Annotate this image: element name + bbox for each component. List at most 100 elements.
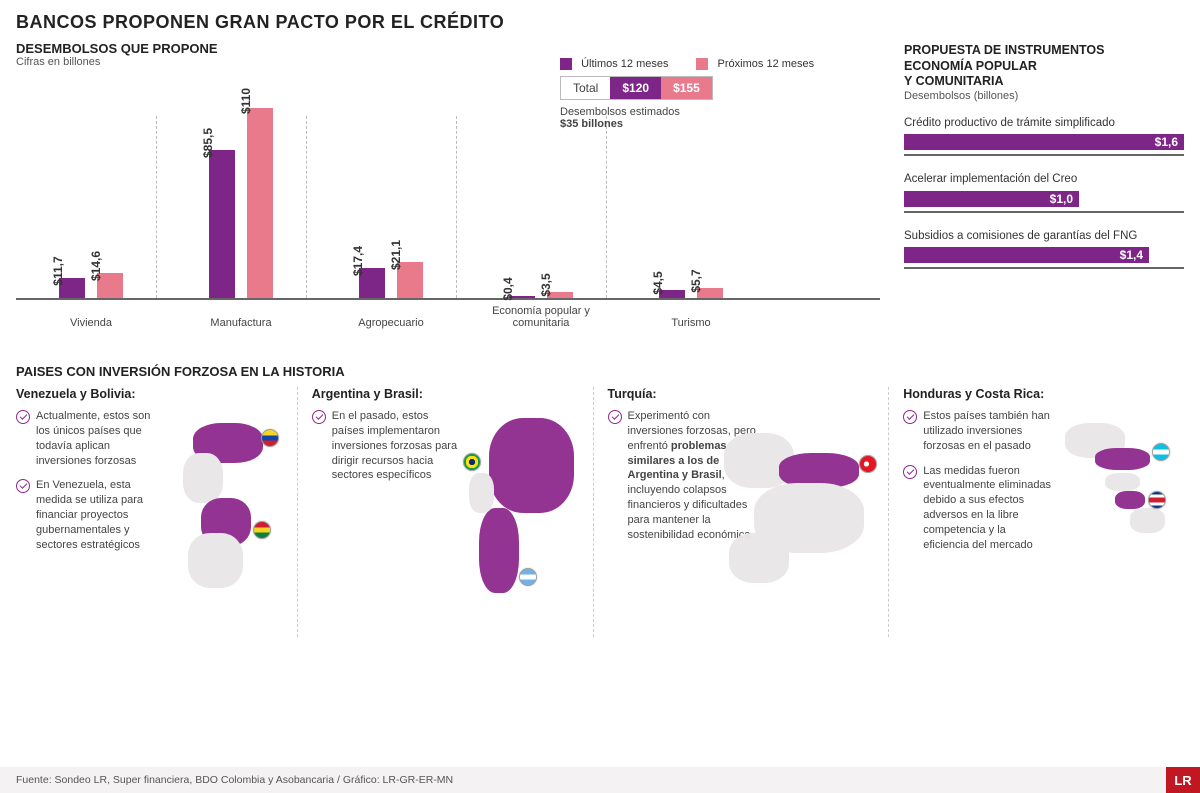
map-highlight (1115, 491, 1145, 509)
legend-swatch-a-icon (560, 58, 572, 70)
map-region (1105, 473, 1140, 491)
bar-value-label: $4,5 (651, 272, 665, 295)
bar: $17,4 (359, 268, 385, 298)
footer: Fuente: Sondeo LR, Super financiera, BDO… (0, 767, 1200, 793)
bullet-text: En el pasado, estos países implementaron… (332, 409, 462, 483)
country-group: Turquía:Experimentó con inversiones forz… (608, 387, 890, 637)
page-title: BANCOS PROPONEN GRAN PACTO POR EL CRÉDIT… (0, 0, 1200, 41)
map-icon (173, 413, 293, 593)
group-divider (306, 116, 307, 298)
check-icon (16, 410, 30, 424)
instrument-item: Subsidios a comisiones de garantías del … (904, 229, 1184, 267)
bullet-text: En Venezuela, esta medida se utiliza par… (36, 478, 166, 552)
instrument-bar: $1,6 (904, 134, 1184, 150)
bar-category-label: Turismo (621, 317, 761, 330)
instrument-baseline (904, 267, 1184, 269)
bar-value-label: $21,1 (389, 240, 403, 270)
country-heading: Venezuela y Bolivia: (16, 387, 285, 401)
bar-category-label: Economía popular y comunitaria (471, 305, 611, 330)
bar: $4,5 (659, 290, 685, 298)
instrument-label: Subsidios a comisiones de garantías del … (904, 229, 1184, 243)
bar-category-label: Agropecuario (321, 317, 461, 330)
bullet-text: Las medidas fueron eventualmente elimina… (923, 464, 1053, 553)
bar-value-label: $17,4 (351, 246, 365, 276)
instrument-item: Acelerar implementación del Creo $1,0 (904, 172, 1184, 210)
bullet-text: Estos países también han utilizado inver… (923, 409, 1053, 454)
instruments-title: PROPUESTA DE INSTRUMENTOS ECONOMÍA POPUL… (904, 43, 1184, 90)
flag-honduras-icon (1152, 443, 1170, 461)
country-bullet: Estos países también han utilizado inver… (903, 409, 1053, 454)
map-region (729, 533, 789, 583)
country-bullet: Actualmente, estos son los únicos países… (16, 409, 166, 468)
bullet-text: Actualmente, estos son los únicos países… (36, 409, 166, 468)
map-region (469, 473, 494, 513)
group-divider (606, 116, 607, 298)
source-text: Fuente: Sondeo LR, Super financiera, BDO… (16, 774, 453, 786)
map-icon (469, 413, 589, 593)
flag-venezuela-icon (261, 429, 279, 447)
instrument-label: Acelerar implementación del Creo (904, 172, 1184, 186)
group-divider (156, 116, 157, 298)
instrument-bar: $1,4 (904, 247, 1149, 263)
countries-row: Venezuela y Bolivia: Actualmente, estos s… (0, 387, 1200, 637)
map-highlight (1095, 448, 1150, 470)
bar-value-label: $3,5 (539, 273, 553, 296)
country-heading: Turquía: (608, 387, 877, 401)
bar-value-label: $14,6 (89, 251, 103, 281)
flag-argentina-icon (519, 568, 537, 586)
country-heading: Argentina y Brasil: (312, 387, 581, 401)
flag-bolivia-icon (253, 521, 271, 539)
countries-title: PAISES CON INVERSIÓN FORZOSA EN LA HISTO… (0, 346, 1200, 387)
bar-value-label: $5,7 (689, 269, 703, 292)
estimate-note: Desembolsos estimados $35 billones (560, 106, 814, 130)
map-region (183, 453, 223, 503)
top-section: DESEMBOLSOS QUE PROPONE Cifras en billon… (0, 41, 1200, 346)
bar-value-label: $0,4 (501, 277, 515, 300)
instrument-value: $1,0 (1050, 191, 1073, 207)
instruments-subtitle: Desembolsos (billones) (904, 90, 1184, 102)
instrument-label: Crédito productivo de trámite simplifica… (904, 116, 1184, 130)
country-bullet: Las medidas fueron eventualmente elimina… (903, 464, 1053, 553)
flag-turquia-icon (859, 455, 877, 473)
chart-baseline (16, 298, 880, 300)
bar: $110 (247, 108, 273, 298)
country-group: Venezuela y Bolivia: Actualmente, estos s… (16, 387, 298, 637)
lr-badge-icon: LR (1166, 767, 1200, 793)
map-icon (724, 413, 884, 593)
map-highlight (479, 508, 519, 593)
instruments-panel: PROPUESTA DE INSTRUMENTOS ECONOMÍA POPUL… (904, 41, 1184, 346)
totals-label: Total (561, 77, 610, 99)
bar-category-label: Manufactura (171, 317, 311, 330)
totals-value-a: $120 (610, 77, 661, 99)
map-region (1130, 508, 1165, 533)
bar-value-label: $85,5 (201, 128, 215, 158)
country-bullet: En Venezuela, esta medida se utiliza par… (16, 478, 166, 552)
totals-value-b: $155 (661, 77, 712, 99)
instrument-baseline (904, 154, 1184, 156)
instrument-value: $1,6 (1155, 134, 1178, 150)
check-icon (903, 465, 917, 479)
legend-label-a: Últimos 12 meses (581, 58, 668, 70)
check-icon (16, 479, 30, 493)
check-icon (903, 410, 917, 424)
check-icon (608, 410, 622, 424)
instrument-item: Crédito productivo de trámite simplifica… (904, 116, 1184, 154)
check-icon (312, 410, 326, 424)
bar: $0,4 (509, 296, 535, 298)
legend-item-a: Últimos 12 meses (560, 58, 668, 70)
totals-box: Total $120 $155 (560, 76, 713, 100)
map-region (188, 533, 243, 588)
legend-swatch-b-icon (696, 58, 708, 70)
instrument-value: $1,4 (1120, 247, 1143, 263)
bar: $14,6 (97, 273, 123, 298)
bar: $5,7 (697, 288, 723, 298)
bar: $21,1 (397, 262, 423, 298)
bar: $11,7 (59, 278, 85, 298)
legend-item-b: Próximos 12 meses (696, 58, 814, 70)
map-icon (1060, 413, 1180, 593)
bar: $3,5 (547, 292, 573, 298)
bar-category-label: Vivienda (21, 317, 161, 330)
flag-costa-rica-icon (1148, 491, 1166, 509)
country-group: Argentina y Brasil: En el pasado, estos p… (312, 387, 594, 637)
country-heading: Honduras y Costa Rica: (903, 387, 1172, 401)
